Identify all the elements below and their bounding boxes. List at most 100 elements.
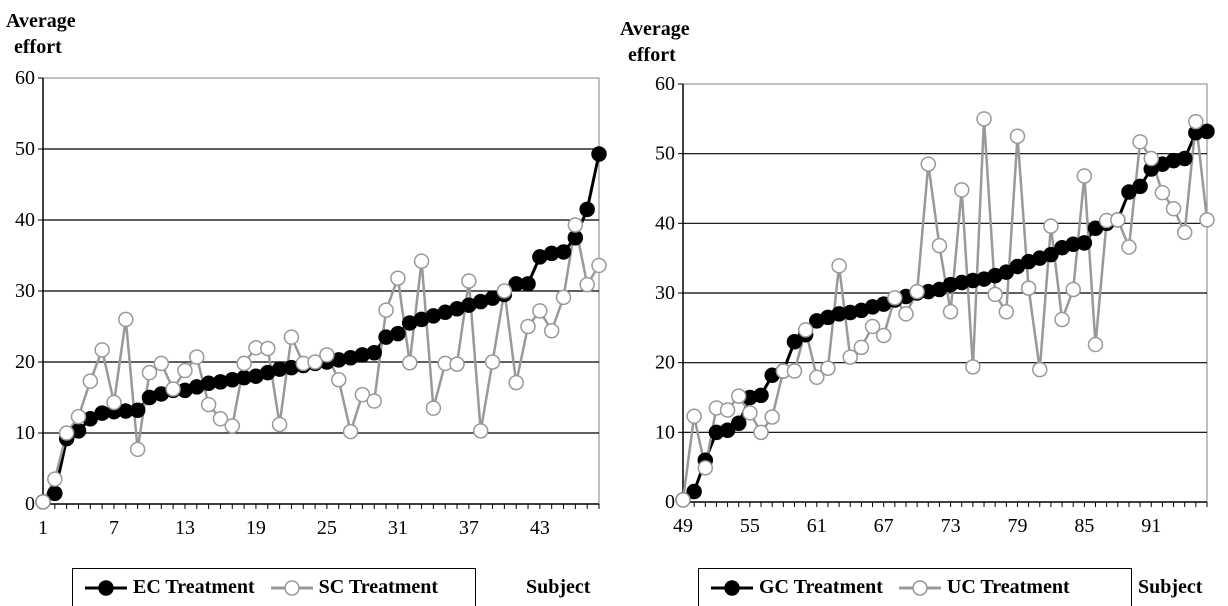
data-point [753, 387, 769, 404]
chart-svg-ec-sc: 0 10 20 30 40 50 60 1 7 13 19 25 31 37 43 [15, 67, 607, 539]
data-point [686, 408, 702, 425]
data-point [520, 318, 536, 335]
data-point [47, 485, 63, 502]
data-point [224, 418, 241, 434]
legend: EC Treatment SC Treatment [72, 568, 476, 606]
y-axis-label-line2: effort [14, 36, 62, 58]
chart-panel-gc-uc: Average effort 0 10 20 30 40 50 60 49 55 61 67 73 79… [614, 0, 1228, 606]
y-axis-label: Average effort [620, 16, 690, 68]
data-point [965, 359, 981, 375]
data-point [1009, 128, 1026, 144]
y-tick-label: 50 [15, 138, 35, 160]
data-point [366, 345, 382, 361]
data-point [1032, 361, 1048, 378]
y-axis-label-line1: Average [620, 18, 690, 40]
data-point [449, 356, 465, 372]
data-point [842, 349, 858, 365]
data-point [920, 156, 937, 172]
data-point [1176, 150, 1193, 167]
data-point [342, 423, 359, 440]
data-point [129, 441, 146, 458]
data-point [472, 423, 489, 439]
x-tick-label: 61 [807, 515, 827, 537]
data-point [998, 304, 1015, 320]
legend-item-uc: UC Treatment [897, 576, 1070, 599]
data-point [730, 388, 747, 404]
data-point [330, 372, 347, 388]
data-point [47, 471, 63, 487]
data-point [786, 363, 803, 379]
data-point [953, 182, 970, 198]
data-point [909, 283, 925, 300]
data-point [591, 257, 607, 274]
data-point [742, 405, 758, 421]
data-point [141, 364, 158, 381]
data-point [591, 146, 607, 162]
legend: GC Treatment UC Treatment [698, 568, 1132, 606]
data-point [401, 354, 418, 371]
x-tick-label: 7 [109, 517, 119, 539]
data-point [686, 483, 702, 500]
data-point [153, 355, 170, 372]
y-tick-label: 60 [655, 73, 675, 95]
data-point [58, 425, 75, 441]
y-axis-label: Average effort [6, 8, 76, 60]
data-point [831, 258, 847, 274]
data-point [35, 494, 51, 510]
data-point [1054, 311, 1070, 328]
data-point [1132, 178, 1148, 195]
y-tick-label: 0 [665, 491, 675, 513]
y-tick-label: 40 [655, 212, 675, 234]
y-tick-label: 30 [655, 282, 675, 304]
legend-marker-ec [85, 579, 127, 596]
legend-item-sc: SC Treatment [269, 576, 438, 599]
data-point [496, 283, 513, 299]
data-point [1188, 113, 1204, 130]
y-tick-label: 0 [25, 493, 35, 515]
data-point [1076, 235, 1093, 251]
data-point [1165, 200, 1182, 217]
x-tick-label: 19 [246, 517, 266, 539]
data-point [1020, 280, 1037, 296]
data-point [579, 201, 595, 218]
legend-label-sc: SC Treatment [318, 576, 439, 598]
data-point [165, 381, 181, 397]
data-point [730, 415, 747, 432]
data-point [520, 276, 536, 292]
x-tick-label: 85 [1074, 515, 1094, 537]
data-point [307, 354, 323, 370]
y-tick-label: 10 [655, 421, 675, 443]
data-point [764, 409, 780, 425]
data-point [875, 327, 892, 344]
data-point [283, 329, 300, 345]
y-tick-label: 10 [15, 422, 35, 444]
data-point [719, 422, 736, 438]
data-point [820, 360, 836, 376]
data-point [129, 402, 146, 419]
x-tick-label: 43 [530, 517, 550, 539]
legend-item-gc: GC Treatment [709, 576, 883, 599]
data-point [797, 322, 814, 338]
data-point [1121, 239, 1137, 255]
data-point [319, 347, 335, 363]
legend-label-gc: GC Treatment [759, 576, 883, 598]
y-tick-label: 40 [15, 209, 35, 231]
data-point [898, 306, 914, 322]
data-point [567, 217, 584, 233]
y-axis-label-line1: Average [6, 10, 76, 32]
data-point [1199, 123, 1215, 140]
y-tick-label: 20 [655, 352, 675, 374]
chart-svg-gc-uc: 0 10 20 30 40 50 60 49 55 61 67 73 79 85 91 [655, 73, 1215, 537]
data-point [532, 303, 548, 319]
data-point [413, 253, 430, 269]
data-point [1143, 150, 1160, 167]
data-point [260, 340, 276, 357]
data-point [555, 244, 572, 260]
data-point [484, 354, 501, 370]
data-point [82, 373, 99, 389]
data-point [212, 411, 229, 427]
data-point [931, 237, 948, 254]
data-point [1043, 246, 1059, 263]
x-axis-label: Subject [1138, 576, 1203, 598]
y-axis-label-line2: effort [628, 44, 676, 66]
